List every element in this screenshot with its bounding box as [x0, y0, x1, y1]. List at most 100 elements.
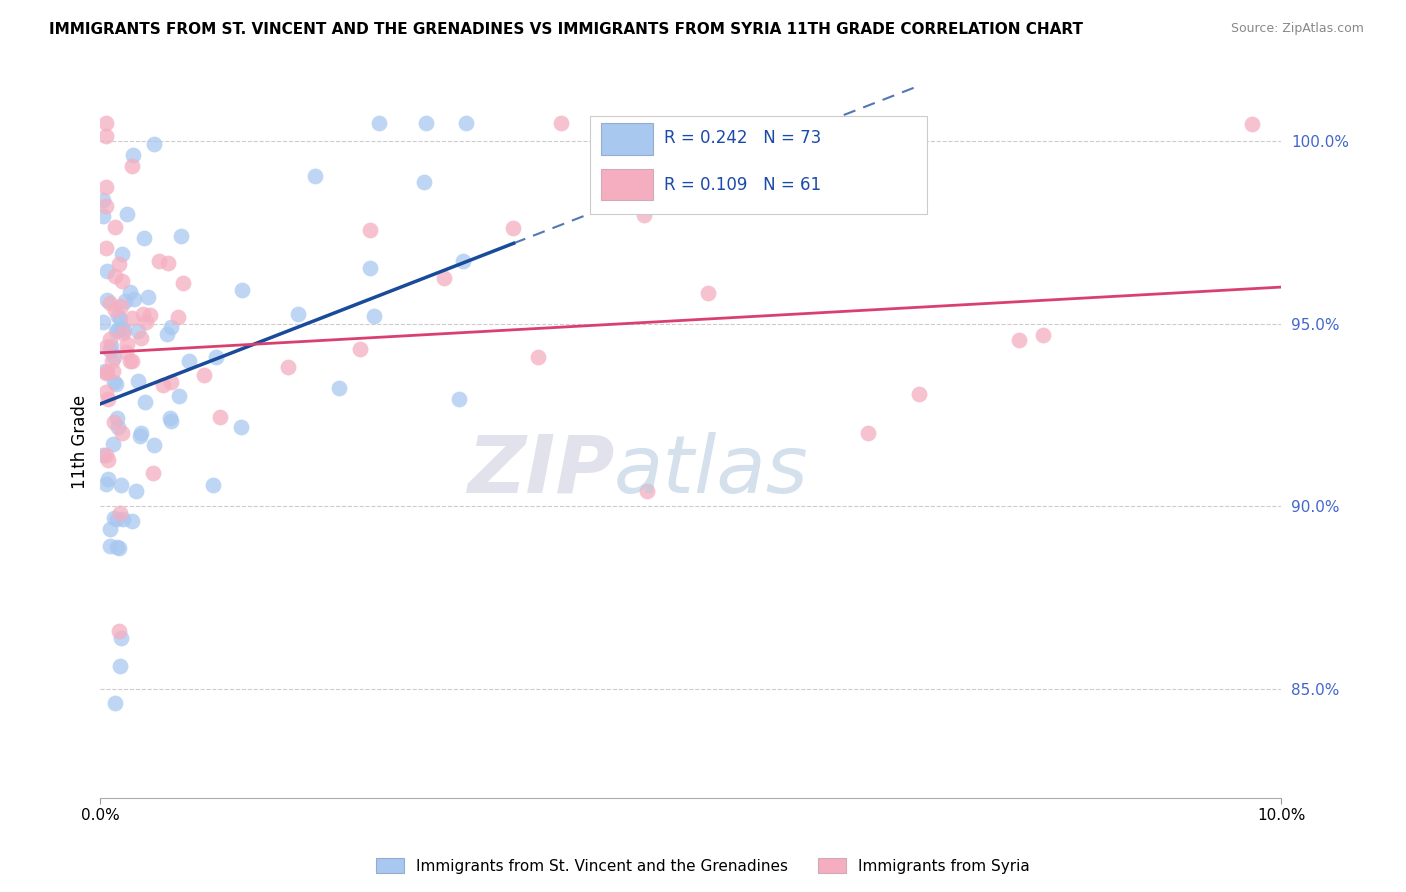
Point	[177, 354, 200, 368]
Point	[696, 285, 718, 300]
Point	[103, 436, 125, 450]
Point	[129, 429, 152, 443]
Point	[110, 632, 132, 646]
Point	[304, 169, 326, 183]
Point	[633, 208, 655, 222]
Point	[121, 514, 143, 528]
Legend: Immigrants from St. Vincent and the Grenadines, Immigrants from Syria: Immigrants from St. Vincent and the Gren…	[370, 852, 1036, 880]
Point	[104, 220, 127, 235]
Point	[103, 375, 125, 389]
Point	[96, 179, 118, 194]
Point	[122, 292, 145, 306]
Point	[96, 116, 118, 130]
Point	[359, 260, 381, 275]
Point	[107, 420, 129, 434]
Point	[152, 378, 174, 392]
Point	[451, 254, 474, 268]
Point	[115, 337, 138, 351]
Point	[138, 290, 160, 304]
Point	[114, 294, 136, 309]
Point	[201, 478, 224, 492]
Point	[105, 512, 128, 526]
Point	[142, 466, 165, 480]
Point	[110, 312, 132, 326]
Text: R = 0.109   N = 61: R = 0.109 N = 61	[664, 176, 821, 194]
Point	[908, 387, 931, 401]
FancyBboxPatch shape	[591, 116, 927, 214]
Point	[111, 275, 134, 289]
Text: Source: ZipAtlas.com: Source: ZipAtlas.com	[1230, 22, 1364, 36]
Point	[1240, 117, 1263, 131]
Point	[108, 506, 131, 520]
Point	[231, 283, 253, 297]
Point	[105, 411, 128, 425]
Point	[856, 425, 879, 440]
Point	[193, 368, 215, 382]
Text: atlas: atlas	[614, 432, 808, 509]
Point	[103, 697, 125, 711]
Point	[100, 339, 122, 353]
Point	[148, 253, 170, 268]
Point	[433, 270, 456, 285]
Point	[143, 136, 166, 151]
Point	[349, 343, 371, 357]
Point	[107, 309, 129, 323]
FancyBboxPatch shape	[600, 169, 652, 200]
Point	[96, 241, 118, 255]
Point	[112, 512, 135, 526]
Point	[134, 394, 156, 409]
Point	[169, 229, 191, 244]
Point	[98, 295, 121, 310]
Point	[97, 392, 120, 406]
Point	[96, 365, 118, 379]
Point	[160, 375, 183, 389]
Point	[359, 222, 381, 236]
Point	[97, 452, 120, 467]
Point	[415, 116, 437, 130]
Point	[98, 522, 121, 536]
Point	[91, 193, 114, 207]
Point	[112, 323, 135, 337]
Point	[125, 484, 148, 499]
Point	[127, 374, 149, 388]
Point	[108, 541, 131, 556]
FancyBboxPatch shape	[600, 123, 652, 154]
Point	[367, 116, 389, 130]
Point	[231, 420, 253, 434]
Point	[172, 276, 194, 290]
Point	[96, 366, 118, 380]
Point	[328, 381, 350, 395]
Point	[413, 175, 436, 189]
Point	[103, 350, 125, 364]
Point	[636, 484, 658, 499]
Point	[91, 315, 114, 329]
Point	[103, 511, 125, 525]
Y-axis label: 11th Grade: 11th Grade	[72, 395, 89, 490]
Point	[157, 255, 180, 269]
Point	[98, 332, 121, 346]
Point	[1008, 333, 1031, 347]
Point	[100, 343, 122, 357]
Point	[104, 268, 127, 283]
Point	[96, 448, 118, 462]
Point	[127, 324, 149, 338]
Point	[502, 221, 524, 235]
Point	[209, 410, 232, 425]
Point	[160, 414, 183, 428]
Point	[121, 353, 143, 368]
Point	[97, 471, 120, 485]
Point	[101, 364, 124, 378]
Point	[111, 326, 134, 340]
Point	[96, 128, 118, 143]
Point	[527, 350, 550, 364]
Point	[108, 624, 131, 638]
Point	[287, 307, 309, 321]
Point	[111, 247, 134, 261]
Point	[122, 147, 145, 161]
Point	[160, 320, 183, 334]
Point	[96, 293, 118, 307]
Point	[132, 307, 155, 321]
Point	[115, 344, 138, 359]
Text: ZIP: ZIP	[467, 432, 614, 509]
Point	[103, 415, 125, 429]
